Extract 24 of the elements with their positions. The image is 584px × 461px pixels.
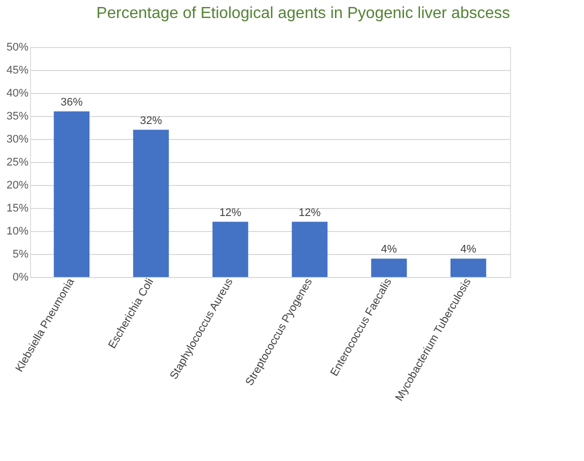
y-tick-label: 40% [6,88,29,100]
y-tick-label: 10% [6,226,29,238]
chart-title: Percentage of Etiological agents in Pyogenic liver abscess [96,5,510,22]
text: 32% [140,114,162,127]
y-tick-label: 30% [6,134,29,146]
bar [133,130,169,277]
y-tick-label: 20% [6,180,29,192]
y-tick-label: 35% [6,110,29,122]
bar [212,222,248,277]
text: 12% [219,206,242,219]
text: 4% [460,244,476,256]
y-tick-label: 5% [12,248,29,260]
y-tick-label: 0% [12,272,29,284]
y-tick-label: 15% [6,202,29,214]
text: 12% [298,206,321,219]
bar [371,258,407,277]
bar [54,111,90,277]
bar [450,258,486,277]
bar [292,222,328,277]
y-tick-label: 50% [6,42,29,54]
text: 4% [381,244,397,256]
text: 36% [60,96,83,108]
y-tick-label: 45% [6,64,29,76]
y-tick-label: 25% [6,156,29,168]
